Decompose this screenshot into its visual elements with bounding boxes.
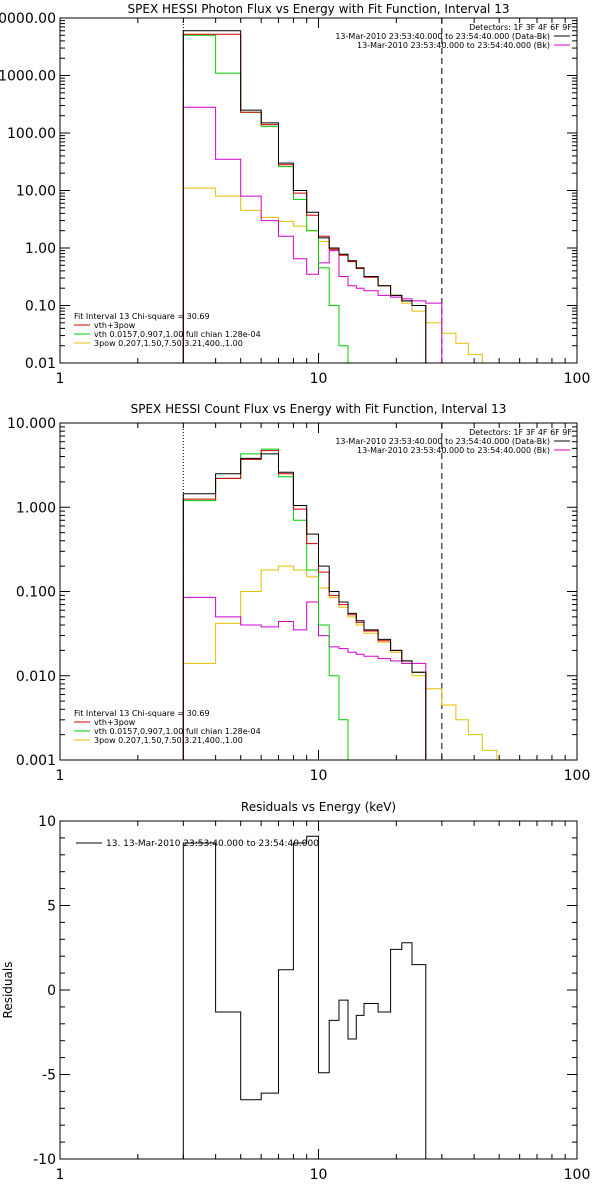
legend-bottom-entry: Fit Interval 13 Chi-square = 30.69 [74,709,210,718]
plot-frame [59,422,578,761]
legend-top-entry: 13-Mar-2010 23:53:40.000 to 23:54:40.000… [357,446,550,455]
y-axis-label: Residuals [1,962,15,1019]
chart-title: SPEX HESSI Photon Flux vs Energy with Fi… [128,2,510,16]
legend-bottom-entry: vth 0.0157,0.907,1.00 full chian 1.28e-0… [94,727,261,736]
plot-frame [59,17,578,364]
series-vth [182,448,349,760]
y-tick-label: 1.00 [25,241,56,257]
chart-title: SPEX HESSI Count Flux vs Energy with Fit… [131,402,507,416]
x-tick-label: 100 [564,768,591,784]
y-tick-label: 1000.00 [0,69,56,85]
x-tick-label: 10 [310,768,328,784]
y-tick-label: 10.00 [16,184,56,200]
legend-bottom-entry: 3pow 0.207,1.50,7.50,3.21,400.,1.00 [94,736,243,745]
series-data [182,453,427,760]
y-tick-label: 0.10 [25,299,56,315]
y-tick-label: -10 [33,1152,56,1168]
x-tick-label: 1 [56,768,65,784]
legend-top-entry: Detectors: 1F 3F 4F 6F 9F [469,23,572,32]
y-tick-label: -5 [42,1068,56,1084]
x-tick-label: 1 [56,371,65,387]
series-pow [182,565,498,760]
series-vth [182,34,349,363]
y-tick-label: 0.001 [16,753,56,769]
plot-frame [59,820,578,1160]
y-tick-label: 0.100 [16,585,56,601]
y-tick-label: 1.000 [16,500,56,516]
legend-top-entry: 13-Mar-2010 23:53:40.000 to 23:54:40.000… [335,32,550,41]
chart-panel-1: SPEX HESSI Photon Flux vs Energy with Fi… [0,2,590,387]
legend-top-entry: 13-Mar-2010 23:53:40.000 to 23:54:40.000… [357,41,550,50]
series-total_fit [182,450,427,760]
legend-bottom-entry: vth+3pow [94,718,136,727]
plot-area [182,423,498,760]
x-tick-label: 1 [56,1167,65,1183]
plot-area [182,18,483,363]
x-tick-label: 10 [310,371,328,387]
legend-bottom-entry: Fit Interval 13 Chi-square = 30.69 [74,312,210,321]
legend-bottom-entry: vth+3pow [94,321,136,330]
plot-area [182,835,427,1159]
legend-entry: 13. 13-Mar-2010 23:53:40.000 to 23:54:40… [106,839,319,849]
y-tick-label: 5 [47,899,56,915]
y-tick-label: 10.000 [7,416,56,432]
y-tick-label: 0.010 [16,669,56,685]
chart-title: Residuals vs Energy (keV) [241,800,396,814]
y-tick-label: 0.01 [25,356,56,372]
x-tick-label: 10 [310,1167,328,1183]
chart-panel-2: SPEX HESSI Count Flux vs Energy with Fit… [7,402,590,784]
y-tick-label: 10 [38,814,56,830]
series-data [182,30,427,363]
legend-bottom-entry: vth 0.0157,0.907,1.00 full chian 1.28e-0… [94,330,261,339]
series-background [182,106,443,363]
y-tick-label: 100.00 [7,126,56,142]
x-tick-label: 100 [564,1167,591,1183]
legend-bottom-entry: 3pow 0.207,1.50,7.50,3.21,400.,1.00 [94,339,243,348]
legend-top-entry: 13-Mar-2010 23:53:40.000 to 23:54:40.000… [335,437,550,446]
x-tick-label: 100 [564,371,591,387]
legend-top-entry: Detectors: 1F 3F 4F 6F 9F [469,428,572,437]
series-data [182,835,427,1159]
y-tick-label: 0 [47,983,56,999]
